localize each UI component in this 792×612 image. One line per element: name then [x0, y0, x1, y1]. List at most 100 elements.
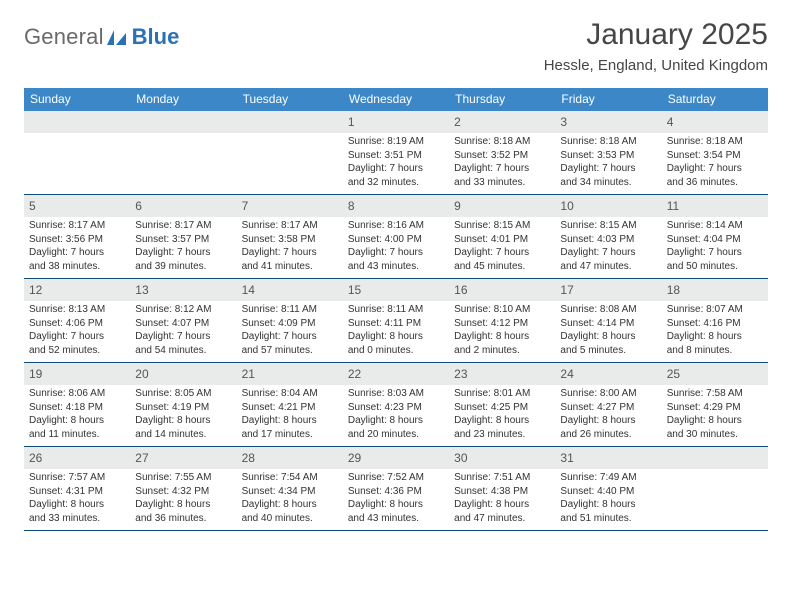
location-text: Hessle, England, United Kingdom: [544, 57, 768, 74]
day-detail-line: Daylight: 8 hours: [348, 414, 444, 428]
day-detail-line: Sunset: 4:36 PM: [348, 485, 444, 499]
day-detail-line: and 51 minutes.: [560, 512, 656, 526]
day-detail-line: and 5 minutes.: [560, 344, 656, 358]
day-number: 22: [348, 367, 361, 381]
day-header-thu: Thursday: [449, 88, 555, 111]
day-number-bar: 28: [237, 447, 343, 469]
day-detail-line: Sunrise: 8:10 AM: [454, 303, 550, 317]
day-detail-line: and 57 minutes.: [242, 344, 338, 358]
day-header-sun: Sunday: [24, 88, 130, 111]
day-detail-line: Daylight: 7 hours: [454, 162, 550, 176]
day-detail-line: Sunrise: 7:55 AM: [135, 471, 231, 485]
day-detail-line: and 47 minutes.: [454, 512, 550, 526]
day-number: 12: [29, 283, 42, 297]
day-number: 17: [560, 283, 573, 297]
day-cell: 14Sunrise: 8:11 AMSunset: 4:09 PMDayligh…: [237, 279, 343, 362]
day-detail-text: Sunrise: 8:19 AMSunset: 3:51 PMDaylight:…: [348, 135, 444, 189]
day-detail-text: Sunrise: 8:06 AMSunset: 4:18 PMDaylight:…: [29, 387, 125, 441]
day-header-fri: Friday: [555, 88, 661, 111]
day-cell: 21Sunrise: 8:04 AMSunset: 4:21 PMDayligh…: [237, 363, 343, 446]
header-row: General Blue January 2025 Hessle, Englan…: [24, 18, 768, 74]
day-detail-text: Sunrise: 8:08 AMSunset: 4:14 PMDaylight:…: [560, 303, 656, 357]
day-detail-line: Sunrise: 8:18 AM: [560, 135, 656, 149]
week-row: 12Sunrise: 8:13 AMSunset: 4:06 PMDayligh…: [24, 279, 768, 363]
day-detail-text: [242, 135, 338, 189]
day-detail-line: and 34 minutes.: [560, 176, 656, 190]
day-number-bar: 17: [555, 279, 661, 301]
week-row: 1Sunrise: 8:19 AMSunset: 3:51 PMDaylight…: [24, 111, 768, 195]
day-detail-line: [29, 135, 125, 149]
day-number: 23: [454, 367, 467, 381]
day-detail-line: Sunset: 3:57 PM: [135, 233, 231, 247]
day-detail-line: and 39 minutes.: [135, 260, 231, 274]
day-detail-line: Sunset: 4:03 PM: [560, 233, 656, 247]
day-detail-line: Sunset: 4:32 PM: [135, 485, 231, 499]
day-detail-line: and 50 minutes.: [667, 260, 763, 274]
day-detail-line: Sunset: 4:01 PM: [454, 233, 550, 247]
day-detail-line: and 43 minutes.: [348, 512, 444, 526]
day-number-bar: 11: [662, 195, 768, 217]
day-detail-line: Sunset: 3:51 PM: [348, 149, 444, 163]
day-detail-text: Sunrise: 8:07 AMSunset: 4:16 PMDaylight:…: [667, 303, 763, 357]
calendar-page: General Blue January 2025 Hessle, Englan…: [0, 0, 792, 531]
day-detail-line: Sunrise: 8:03 AM: [348, 387, 444, 401]
day-cell: 16Sunrise: 8:10 AMSunset: 4:12 PMDayligh…: [449, 279, 555, 362]
day-number: 11: [667, 199, 679, 213]
day-detail-line: Daylight: 7 hours: [454, 246, 550, 260]
day-detail-line: Sunset: 4:18 PM: [29, 401, 125, 415]
day-number-bar: 25: [662, 363, 768, 385]
day-detail-line: Sunset: 4:04 PM: [667, 233, 763, 247]
day-detail-line: Daylight: 7 hours: [667, 246, 763, 260]
day-number-bar: 15: [343, 279, 449, 301]
day-cell: 26Sunrise: 7:57 AMSunset: 4:31 PMDayligh…: [24, 447, 130, 530]
day-cell: 9Sunrise: 8:15 AMSunset: 4:01 PMDaylight…: [449, 195, 555, 278]
day-number-bar: 14: [237, 279, 343, 301]
day-detail-text: Sunrise: 8:15 AMSunset: 4:01 PMDaylight:…: [454, 219, 550, 273]
brand-part2: Blue: [132, 24, 180, 50]
day-detail-line: Daylight: 7 hours: [135, 330, 231, 344]
day-number-bar: 6: [130, 195, 236, 217]
day-number: 18: [667, 283, 680, 297]
day-detail-text: Sunrise: 8:18 AMSunset: 3:53 PMDaylight:…: [560, 135, 656, 189]
day-number: 26: [29, 451, 42, 465]
day-detail-line: [242, 135, 338, 149]
day-number-bar: 9: [449, 195, 555, 217]
day-cell: 11Sunrise: 8:14 AMSunset: 4:04 PMDayligh…: [662, 195, 768, 278]
day-detail-line: Daylight: 8 hours: [135, 498, 231, 512]
week-row: 26Sunrise: 7:57 AMSunset: 4:31 PMDayligh…: [24, 447, 768, 531]
day-cell: 2Sunrise: 8:18 AMSunset: 3:52 PMDaylight…: [449, 111, 555, 194]
week-row: 5Sunrise: 8:17 AMSunset: 3:56 PMDaylight…: [24, 195, 768, 279]
day-detail-text: Sunrise: 8:00 AMSunset: 4:27 PMDaylight:…: [560, 387, 656, 441]
day-detail-line: Sunrise: 7:51 AM: [454, 471, 550, 485]
day-detail-line: [667, 498, 763, 512]
day-detail-line: Sunset: 4:23 PM: [348, 401, 444, 415]
day-detail-line: Daylight: 7 hours: [242, 330, 338, 344]
day-detail-line: Sunrise: 8:17 AM: [242, 219, 338, 233]
day-detail-line: Daylight: 8 hours: [560, 498, 656, 512]
day-detail-text: Sunrise: 7:54 AMSunset: 4:34 PMDaylight:…: [242, 471, 338, 525]
day-detail-line: Daylight: 8 hours: [454, 498, 550, 512]
day-cell: 4Sunrise: 8:18 AMSunset: 3:54 PMDaylight…: [662, 111, 768, 194]
day-detail-line: Sunrise: 8:06 AM: [29, 387, 125, 401]
day-number-bar: 26: [24, 447, 130, 469]
day-cell: 5Sunrise: 8:17 AMSunset: 3:56 PMDaylight…: [24, 195, 130, 278]
day-detail-text: Sunrise: 8:11 AMSunset: 4:11 PMDaylight:…: [348, 303, 444, 357]
day-detail-text: Sunrise: 8:18 AMSunset: 3:52 PMDaylight:…: [454, 135, 550, 189]
day-number-bar: [237, 111, 343, 133]
day-detail-line: and 14 minutes.: [135, 428, 231, 442]
day-detail-text: Sunrise: 7:58 AMSunset: 4:29 PMDaylight:…: [667, 387, 763, 441]
day-number-bar: 10: [555, 195, 661, 217]
day-cell: 23Sunrise: 8:01 AMSunset: 4:25 PMDayligh…: [449, 363, 555, 446]
day-header-mon: Monday: [130, 88, 236, 111]
day-detail-line: [667, 512, 763, 526]
day-detail-text: Sunrise: 8:17 AMSunset: 3:57 PMDaylight:…: [135, 219, 231, 273]
day-number: 21: [242, 367, 255, 381]
day-cell: [662, 447, 768, 530]
brand-logo: General Blue: [24, 24, 179, 50]
day-detail-line: Daylight: 7 hours: [348, 162, 444, 176]
day-detail-line: Sunset: 3:52 PM: [454, 149, 550, 163]
day-detail-line: and 30 minutes.: [667, 428, 763, 442]
day-cell: 3Sunrise: 8:18 AMSunset: 3:53 PMDaylight…: [555, 111, 661, 194]
title-block: January 2025 Hessle, England, United Kin…: [544, 18, 768, 74]
day-detail-line: Sunrise: 8:00 AM: [560, 387, 656, 401]
